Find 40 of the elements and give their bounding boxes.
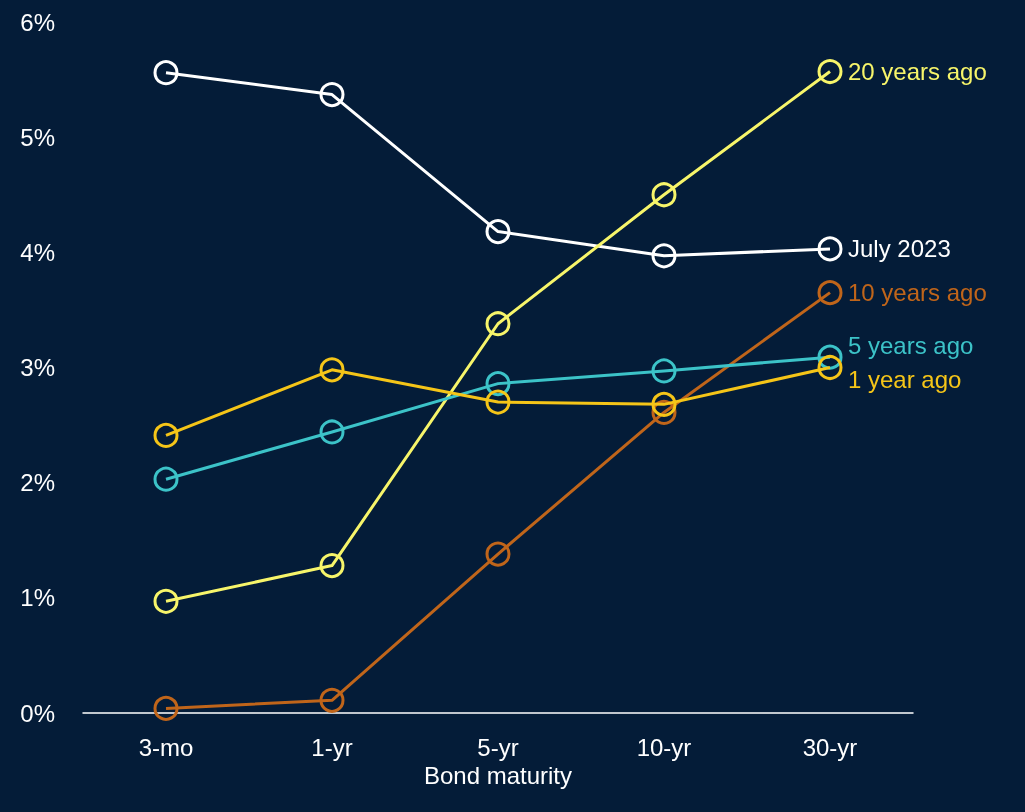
y-tick-label: 3%	[20, 354, 55, 381]
point	[319, 687, 345, 713]
point	[817, 59, 843, 85]
y-tick-label: 1%	[20, 584, 55, 612]
x-tick-label: 1-yr	[311, 733, 353, 761]
point	[153, 466, 179, 492]
point	[485, 219, 511, 245]
x-tick-label: 10-yr	[636, 733, 692, 761]
point	[651, 391, 677, 417]
point	[319, 82, 345, 108]
y-tick-label: 5%	[20, 123, 55, 151]
point	[319, 553, 345, 579]
x-tick-label: 30-yr	[802, 733, 858, 761]
y-tick-label: 4%	[20, 238, 55, 266]
point	[651, 182, 677, 208]
y-tick-label: 2%	[20, 469, 55, 497]
series-label: 1 year ago	[848, 366, 962, 393]
point	[485, 541, 511, 567]
point	[319, 419, 345, 445]
series-label: 20 years ago	[848, 58, 987, 86]
x-tick-label: 3-mo	[138, 733, 194, 761]
point	[485, 389, 511, 415]
point	[651, 358, 677, 384]
series-label: July 2023	[848, 235, 951, 263]
point	[817, 236, 843, 262]
x-axis-title: Bond maturity	[423, 762, 573, 790]
point	[153, 422, 179, 448]
point	[319, 357, 345, 383]
series-label: 10 years ago	[848, 279, 987, 307]
point	[485, 311, 511, 337]
point	[153, 695, 179, 721]
y-tick-label: 6%	[20, 8, 55, 36]
point	[651, 243, 677, 269]
series-label: 5 years ago	[848, 331, 974, 359]
point	[817, 355, 843, 380]
y-tick-label: 0%	[20, 699, 55, 727]
point	[153, 60, 179, 86]
point	[817, 280, 843, 306]
x-tick-label: 5-yr	[477, 733, 519, 761]
point	[153, 588, 179, 614]
